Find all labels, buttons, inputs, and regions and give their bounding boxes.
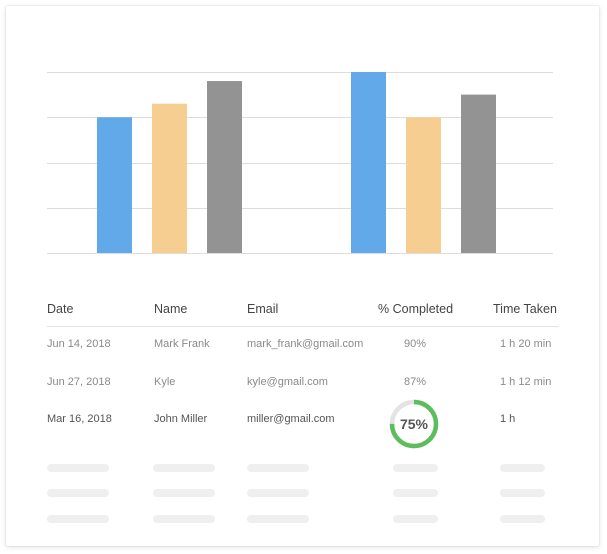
- cell-email: kyle@gmail.com: [247, 376, 328, 388]
- skeleton-row: [6, 489, 599, 497]
- cell-completed: 87%: [404, 376, 427, 388]
- skeleton-bar: [153, 464, 215, 472]
- chart-bar[interactable]: [461, 94, 496, 253]
- skeleton-bar: [47, 464, 109, 472]
- table-row[interactable]: Jun 27, 2018 Kyle kyle@gmail.com 87% 1 h…: [6, 374, 599, 394]
- cell-date: Jun 14, 2018: [47, 338, 111, 350]
- chart-bar[interactable]: [152, 103, 187, 253]
- cell-date: Jun 27, 2018: [47, 376, 111, 388]
- cell-name: John Miller: [154, 413, 208, 425]
- skeleton-bar: [247, 515, 309, 523]
- skeleton-row: [6, 464, 599, 472]
- cell-time-taken: 1 h 20 min: [500, 338, 552, 350]
- progress-ring-arc: [389, 399, 439, 449]
- skeleton-bar: [500, 489, 545, 497]
- skeleton-row: [6, 515, 599, 523]
- cell-time-taken: 1 h 12 min: [500, 376, 552, 388]
- skeleton-bar: [500, 515, 545, 523]
- column-header-date[interactable]: Date: [47, 302, 74, 316]
- progress-ring-label: 75%: [400, 416, 429, 432]
- skeleton-bar: [247, 489, 309, 497]
- table-row[interactable]: Mar 16, 2018 John Miller miller@gmail.co…: [6, 411, 599, 431]
- cell-name: Mark Frank: [154, 338, 210, 350]
- skeleton-bar: [393, 515, 438, 523]
- report-card: Date Name Email % Completed Time Taken J…: [6, 6, 599, 546]
- chart-bar[interactable]: [97, 117, 132, 253]
- column-header-email[interactable]: Email: [247, 302, 279, 316]
- column-header-name[interactable]: Name: [154, 302, 188, 316]
- skeleton-bar: [247, 464, 309, 472]
- chart-bar[interactable]: [406, 117, 441, 253]
- bar-chart: [47, 72, 553, 254]
- cell-time-taken: 1 h: [500, 413, 516, 425]
- column-header-time-taken[interactable]: Time Taken: [493, 302, 557, 316]
- skeleton-bar: [153, 489, 215, 497]
- table-row[interactable]: Jun 14, 2018 Mark Frank mark_frank@gmail…: [6, 336, 599, 356]
- table-header: Date Name Email % Completed Time Taken: [47, 302, 559, 327]
- cell-date: Mar 16, 2018: [47, 413, 112, 425]
- cell-completed: 90%: [404, 338, 427, 350]
- skeleton-bar: [500, 464, 545, 472]
- skeleton-bar: [393, 464, 438, 472]
- skeleton-bar: [153, 515, 215, 523]
- progress-ring: 75%: [389, 399, 439, 449]
- skeleton-bar: [47, 489, 109, 497]
- cell-email: mark_frank@gmail.com: [247, 338, 364, 350]
- cell-email: miller@gmail.com: [247, 413, 335, 425]
- chart-bar[interactable]: [207, 81, 242, 253]
- skeleton-bar: [393, 489, 438, 497]
- chart-bar[interactable]: [351, 72, 386, 253]
- cell-name: Kyle: [154, 376, 176, 388]
- skeleton-bar: [47, 515, 109, 523]
- column-header-completed[interactable]: % Completed: [378, 302, 454, 316]
